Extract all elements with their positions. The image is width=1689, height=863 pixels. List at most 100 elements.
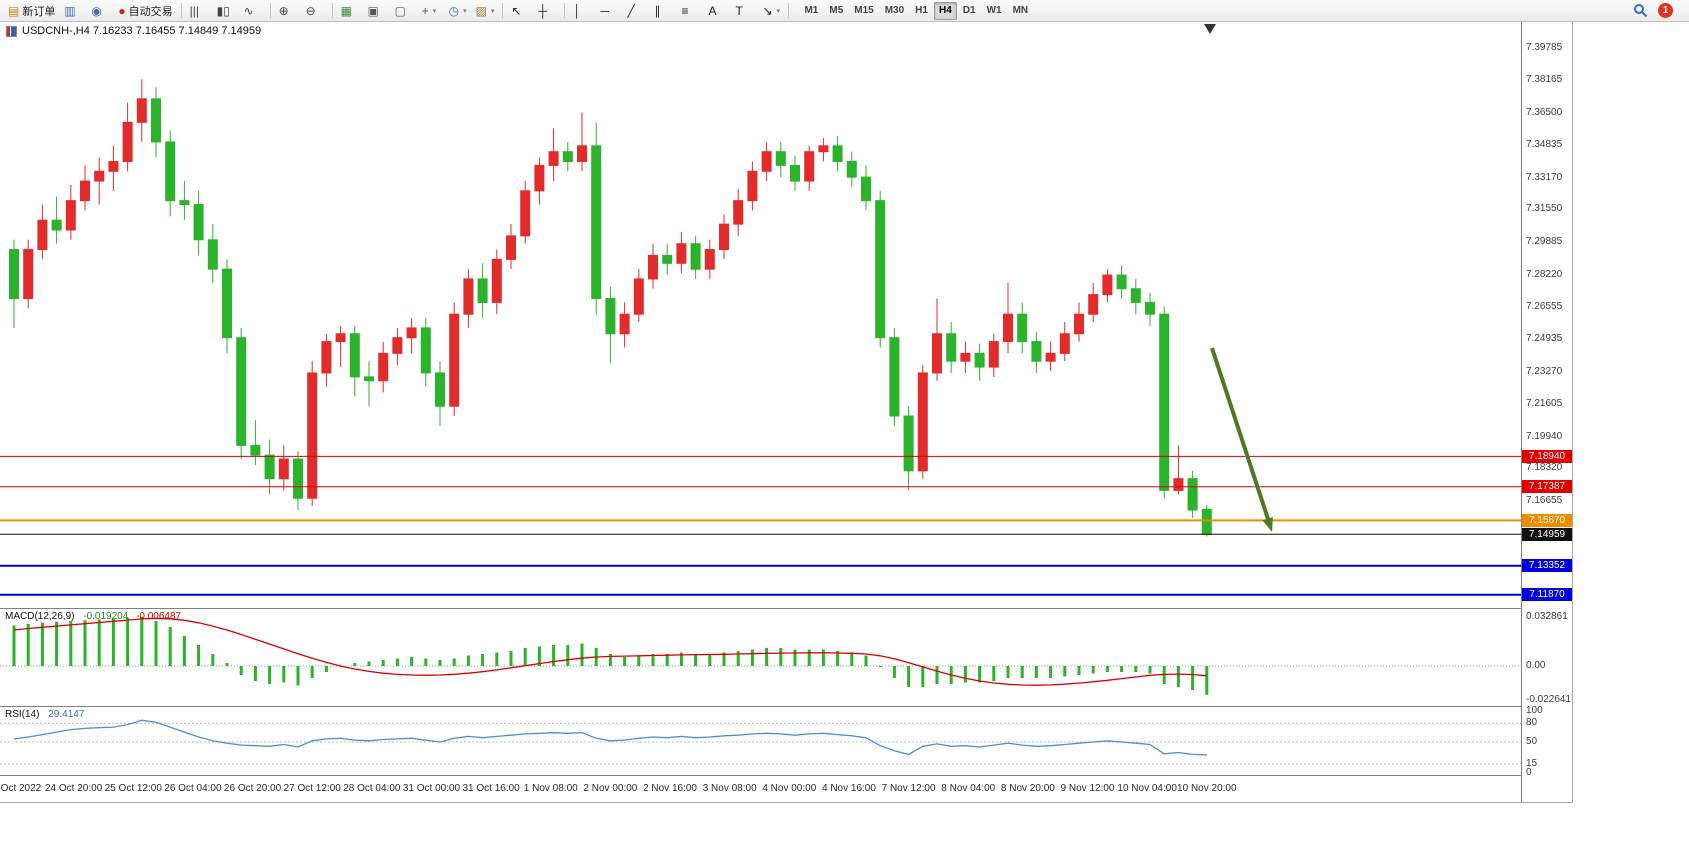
macd-histogram-bar bbox=[765, 648, 769, 666]
price-axis[interactable]: 7.39785 7.38165 7.36500 7.34835 7.33170 7.315… bbox=[1521, 22, 1572, 802]
chart-title-text: USDCNH-,H4 7.16233 7.16455 7.14849 7.149… bbox=[22, 25, 262, 37]
price-axis-label: 7.36500 bbox=[1526, 106, 1563, 118]
timeframe-w1[interactable]: W1 bbox=[986, 5, 1002, 16]
timeframe-h1[interactable]: H1 bbox=[915, 5, 928, 16]
tile-windows-button[interactable]: ▦ bbox=[337, 1, 363, 21]
panel-separator[interactable] bbox=[0, 608, 1572, 609]
macd-histogram-bar bbox=[1105, 666, 1109, 672]
templates-button[interactable]: ▨ ▾ bbox=[472, 1, 499, 21]
candle bbox=[676, 243, 687, 264]
candle bbox=[775, 151, 786, 166]
chart-shift-marker[interactable] bbox=[1204, 24, 1216, 34]
macd-histogram-bar bbox=[12, 625, 16, 666]
time-axis-label: 10 Nov 04:00 bbox=[1117, 783, 1177, 794]
price-axis-label: 7.24935 bbox=[1526, 332, 1563, 344]
price-axis-label: 7.16655 bbox=[1526, 495, 1563, 507]
macd-histogram-bar bbox=[1120, 666, 1124, 672]
timeframe-m30[interactable]: M30 bbox=[884, 5, 905, 16]
macd-histogram-bar bbox=[83, 620, 87, 666]
search-icon[interactable] bbox=[1633, 3, 1648, 18]
macd-indicator-chart[interactable] bbox=[0, 609, 1521, 706]
channel-button[interactable]: ∥ bbox=[650, 1, 676, 21]
macd-histogram-bar bbox=[750, 649, 754, 666]
candle bbox=[491, 258, 502, 303]
panel-separator[interactable] bbox=[0, 706, 1572, 707]
candle bbox=[65, 200, 76, 231]
bar-chart-button[interactable]: ||| bbox=[186, 1, 212, 21]
candle bbox=[875, 200, 886, 339]
chart-shift-button[interactable]: ▢ bbox=[391, 1, 417, 21]
macd-histogram-bar bbox=[1191, 666, 1195, 690]
zoom-in-button[interactable]: ⊕ bbox=[275, 1, 301, 21]
arrows-button[interactable]: ↘ ▾ bbox=[758, 1, 784, 21]
macd-histogram-bar bbox=[523, 648, 527, 666]
candle bbox=[1074, 313, 1084, 335]
macd-histogram-bar bbox=[438, 660, 442, 666]
crosshair-button[interactable]: ┼ bbox=[534, 1, 560, 21]
timeframe-m1[interactable]: M1 bbox=[804, 5, 819, 16]
cursor-button[interactable]: ↖ bbox=[507, 1, 533, 21]
chart-shift-icon: ▢ bbox=[394, 3, 406, 18]
zoom-out-icon: ⊖ bbox=[305, 3, 316, 18]
timeframe-m5[interactable]: M5 bbox=[829, 5, 844, 16]
timeframe-m15[interactable]: M15 bbox=[854, 5, 874, 16]
trendline-button[interactable]: ╱ bbox=[623, 1, 649, 21]
candlestick-icon: ▮▯ bbox=[216, 3, 230, 18]
macd-axis-label: 0.00 bbox=[1526, 660, 1546, 671]
timeframe-d1[interactable]: D1 bbox=[962, 5, 976, 16]
time-axis-label: 2 Nov 00:00 bbox=[583, 783, 638, 794]
charts-button[interactable]: ▥ bbox=[60, 1, 86, 21]
candle bbox=[1187, 478, 1198, 511]
macd-histogram-bar bbox=[793, 649, 797, 666]
channel-icon: ∥ bbox=[654, 3, 661, 18]
macd-histogram-bar bbox=[495, 652, 499, 666]
candle bbox=[988, 341, 999, 368]
arrange-charts-button[interactable]: ▣ bbox=[364, 1, 390, 21]
periods-button[interactable]: ◷ ▾ bbox=[445, 1, 471, 21]
candle bbox=[1102, 274, 1113, 296]
macd-histogram-bar bbox=[395, 658, 399, 666]
toolbar-separator bbox=[331, 3, 333, 18]
candle bbox=[605, 298, 616, 335]
zoom-in-icon: ⊕ bbox=[278, 3, 289, 18]
text-icon: A bbox=[708, 3, 717, 18]
horizontal-line-button[interactable]: ─ bbox=[596, 1, 622, 21]
line-chart-button[interactable]: ∿ bbox=[240, 1, 266, 21]
timeframe-mn[interactable]: MN bbox=[1012, 5, 1029, 16]
chart-window: USDCNH-,H4 7.16233 7.16455 7.14849 7.149… bbox=[0, 22, 1573, 803]
macd-histogram-bar bbox=[126, 617, 130, 666]
time-axis-label: 8 Nov 20:00 bbox=[1000, 783, 1055, 794]
macd-histogram-bar bbox=[1077, 666, 1081, 675]
candle bbox=[406, 327, 417, 339]
candle bbox=[250, 444, 261, 456]
indicators-button[interactable]: + ▾ bbox=[418, 1, 444, 21]
macd-histogram-bar bbox=[836, 651, 840, 666]
price-axis-label: 7.34835 bbox=[1526, 139, 1563, 151]
zoom-out-button[interactable]: ⊖ bbox=[302, 1, 328, 21]
market-watch-button[interactable]: ◉ bbox=[87, 1, 113, 21]
rsi-indicator-chart[interactable] bbox=[0, 707, 1521, 775]
trend-arrow-head[interactable] bbox=[1262, 517, 1273, 532]
time-axis-label: 24 Oct 2022 bbox=[0, 783, 42, 794]
macd-histogram-bar bbox=[921, 666, 925, 687]
candle bbox=[193, 204, 204, 241]
candlestick-chart-button[interactable]: ▮▯ bbox=[213, 1, 239, 21]
arrow-tool-icon: ↘ bbox=[762, 3, 773, 18]
macd-histogram-bar bbox=[978, 666, 982, 683]
macd-histogram-bar bbox=[154, 621, 158, 666]
new-order-button[interactable]: ▤ 新订单 bbox=[4, 1, 59, 21]
candle bbox=[917, 372, 928, 472]
label-button[interactable]: T bbox=[731, 1, 757, 21]
notification-badge[interactable]: 1 bbox=[1658, 3, 1673, 18]
main-price-chart[interactable] bbox=[0, 22, 1521, 608]
vertical-line-button[interactable]: │ bbox=[569, 1, 595, 21]
trend-arrow[interactable] bbox=[1210, 347, 1270, 520]
macd-histogram-bar bbox=[239, 666, 243, 675]
fibonacci-button[interactable]: ≡ bbox=[677, 1, 703, 21]
timeframe-h4[interactable]: H4 bbox=[933, 1, 957, 20]
autotrading-button[interactable]: ● 自动交易 bbox=[114, 1, 176, 21]
horizontal-line-icon: ─ bbox=[600, 3, 609, 18]
price-axis-label: 7.26555 bbox=[1526, 301, 1563, 313]
text-button[interactable]: A bbox=[704, 1, 730, 21]
